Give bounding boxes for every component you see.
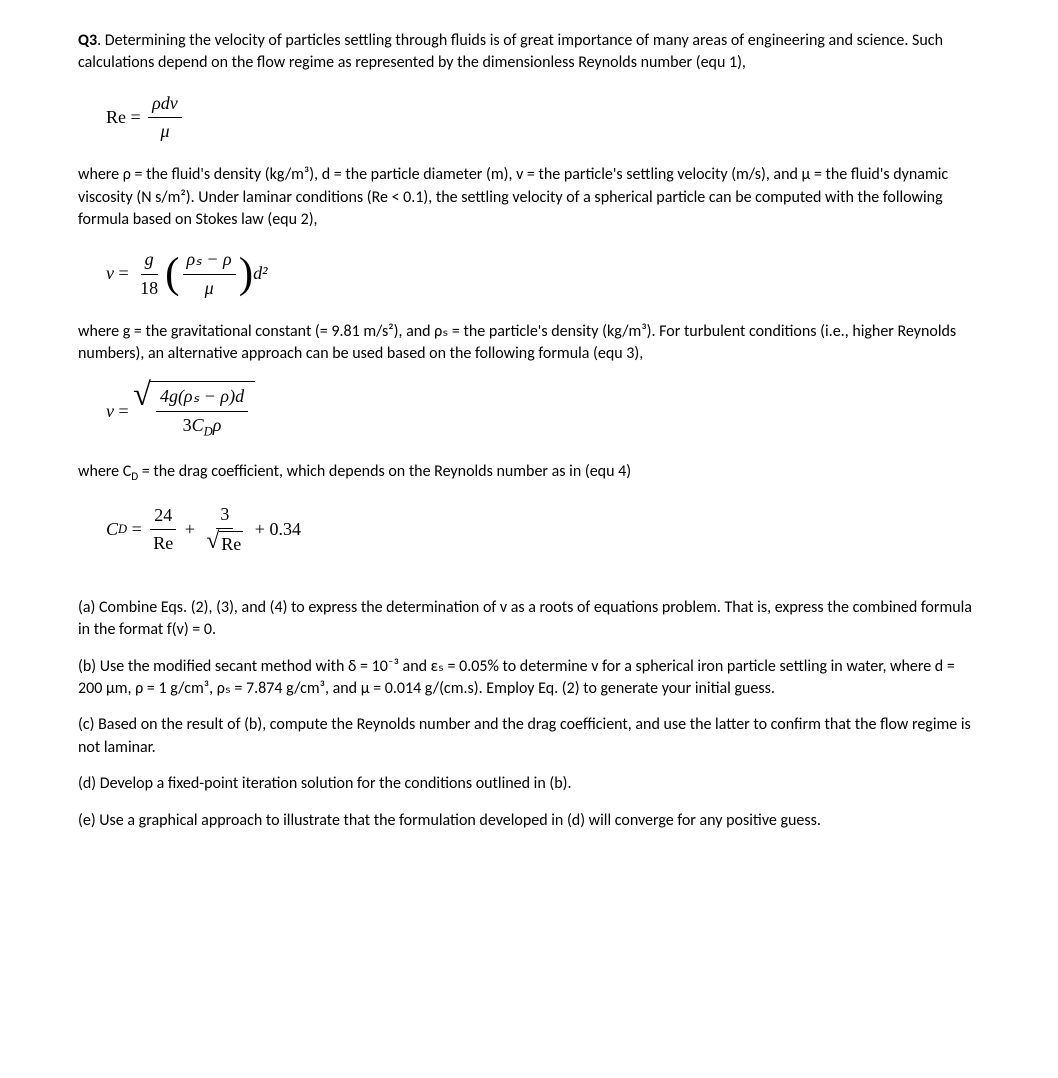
equation-2: v = g 18 ( ρₛ − ρ μ ) d² xyxy=(106,247,980,300)
eq4-const: 0.34 xyxy=(269,517,301,542)
equation-3: v = √ 4g(ρₛ − ρ)d 3CDρ xyxy=(106,381,980,440)
eq4-cd: C xyxy=(106,517,118,542)
eq1-lhs: Re xyxy=(106,105,126,130)
eq3-sqrt: √ 4g(ρₛ − ρ)d 3CDρ xyxy=(133,381,255,440)
eq2-frac2: ρₛ − ρ μ xyxy=(183,247,236,300)
paragraph-3: where g = the gravitational constant (= … xyxy=(78,321,980,366)
para4-tail: = the drag coefficient, which depends on… xyxy=(138,462,631,481)
part-e: (e) Use a graphical approach to illustra… xyxy=(78,810,980,832)
eq3-numerator: 4g(ρₛ − ρ)d xyxy=(156,384,248,411)
eq3-den-cd-sub: D xyxy=(204,424,213,438)
eq4-t2-den: √ Re xyxy=(202,529,247,557)
equals-sign: = xyxy=(114,399,133,424)
eq3-radicand: 4g(ρₛ − ρ)d 3CDρ xyxy=(149,381,255,440)
eq2-lhs: v xyxy=(106,261,114,286)
plus-sign: + xyxy=(180,517,199,542)
paragraph-4: where CD = the drag coefficient, which d… xyxy=(78,461,980,486)
eq2-frac2-num: ρₛ − ρ xyxy=(183,247,236,274)
eq3-den-rho: ρ xyxy=(213,415,222,435)
eq4-t2-num: 3 xyxy=(216,502,233,529)
equals-sign: = xyxy=(127,517,146,542)
part-c: (c) Based on the result of (b), compute … xyxy=(78,714,980,759)
part-d: (d) Develop a fixed-point iteration solu… xyxy=(78,773,980,795)
equals-sign: = xyxy=(126,105,145,130)
eq2-frac1-den: 18 xyxy=(136,275,162,301)
plus-sign: + xyxy=(250,517,269,542)
eq4-sqrt: √ Re xyxy=(206,531,243,557)
eq3-den-cd: C xyxy=(192,415,204,435)
eq3-denominator: 3CDρ xyxy=(179,412,226,441)
eq4-t1-den: Re xyxy=(149,530,177,556)
eq4-term2: 3 √ Re xyxy=(202,502,247,557)
eq2-frac1-num: g xyxy=(141,247,158,274)
eq4-term1: 24 Re xyxy=(149,503,177,556)
intro-text: . Determining the velocity of particles … xyxy=(78,31,943,72)
question-intro: Q3. Determining the velocity of particle… xyxy=(78,30,980,75)
equals-sign: = xyxy=(114,261,133,286)
paragraph-2: where ρ = the fluid's density (kg/m³), d… xyxy=(78,164,980,231)
equation-4: CD = 24 Re + 3 √ Re + 0.34 xyxy=(106,502,980,557)
eq4-radicand: Re xyxy=(219,531,243,557)
eq2-frac2-den: μ xyxy=(201,275,218,301)
eq3-fraction: 4g(ρₛ − ρ)d 3CDρ xyxy=(156,384,248,440)
part-b: (b) Use the modified secant method with … xyxy=(78,656,980,701)
question-label: Q3 xyxy=(78,31,97,50)
eq3-den-coeff: 3 xyxy=(183,415,192,435)
eq1-fraction: ρdv μ xyxy=(148,91,182,144)
eq3-lhs: v xyxy=(106,399,114,424)
eq4-cd-sub: D xyxy=(118,521,127,539)
open-paren: ( xyxy=(165,257,179,292)
eq2-frac1: g 18 xyxy=(136,247,162,300)
part-a: (a) Combine Eqs. (2), (3), and (4) to ex… xyxy=(78,597,980,642)
equation-1: Re = ρdv μ xyxy=(106,91,980,144)
eq1-denominator: μ xyxy=(156,118,173,144)
radical-sign-sm: √ xyxy=(206,531,219,557)
close-paren: ) xyxy=(239,257,253,292)
eq1-numerator: ρdv xyxy=(148,91,182,118)
para4-head: where C xyxy=(78,462,131,481)
eq2-tail: d² xyxy=(253,261,267,286)
eq4-t1-num: 24 xyxy=(150,503,176,530)
